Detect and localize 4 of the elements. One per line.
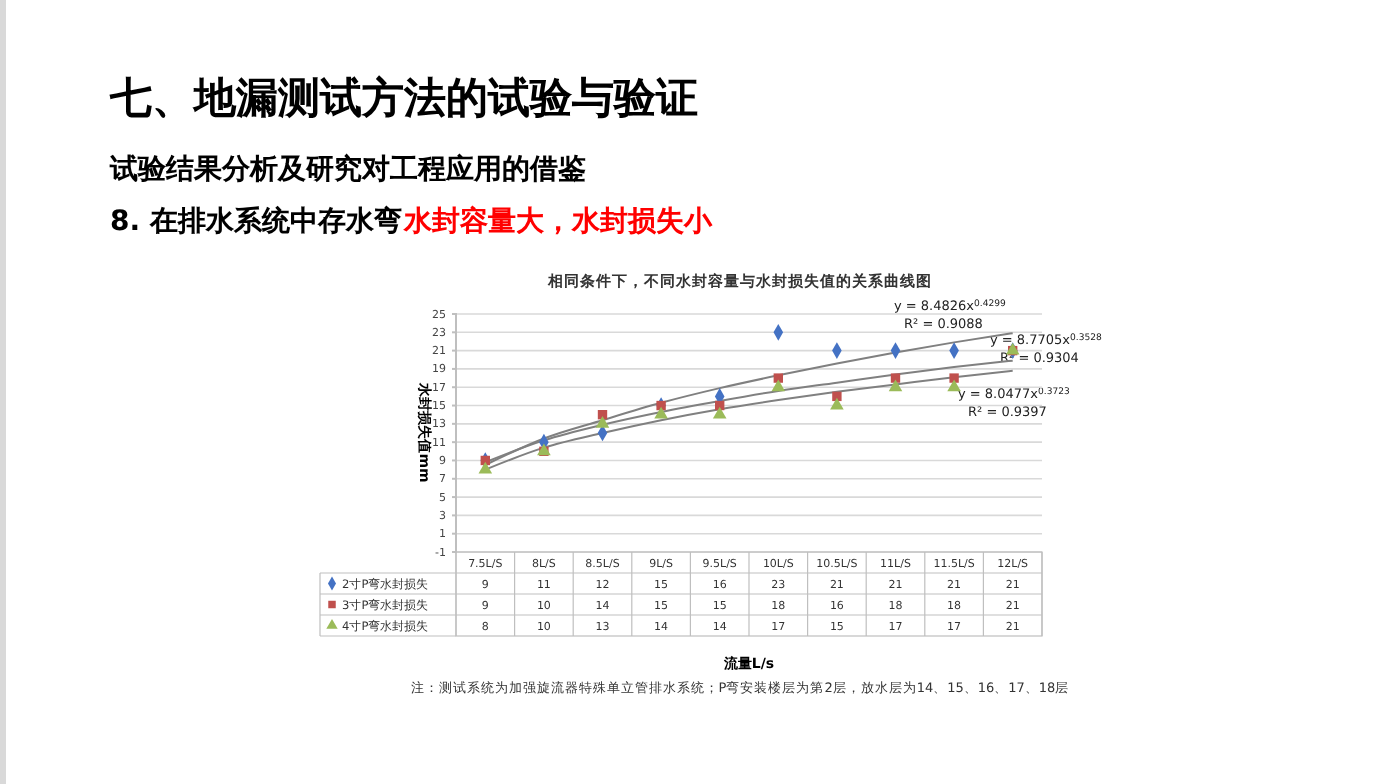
text: 8. 在排水系统中存水弯 [110, 204, 402, 238]
chart-title: 七、地漏测试方法的试验与验证 [108, 74, 698, 122]
chart-subtitle: 试验结果分析及研究对工程应用的借鉴 [108, 152, 586, 186]
text: 水封容量大，水封损失小 [401, 204, 714, 238]
